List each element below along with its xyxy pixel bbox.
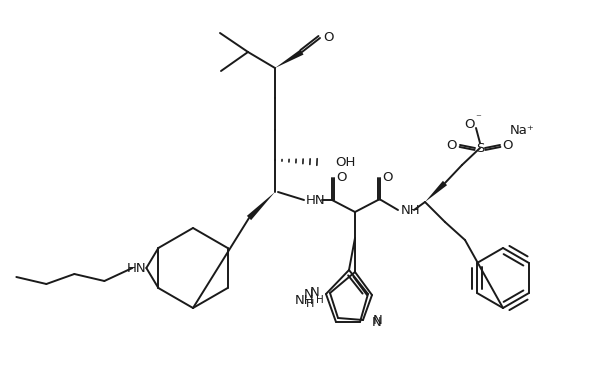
Text: HN: HN xyxy=(306,194,325,207)
Text: O: O xyxy=(465,118,475,131)
Text: OH: OH xyxy=(335,155,355,168)
Text: Na⁺: Na⁺ xyxy=(510,123,534,136)
Text: O: O xyxy=(503,139,513,152)
Polygon shape xyxy=(425,181,447,202)
Polygon shape xyxy=(275,49,304,68)
Text: O: O xyxy=(447,139,458,152)
Text: S: S xyxy=(476,141,484,154)
Text: ⁻: ⁻ xyxy=(475,113,481,123)
Text: H: H xyxy=(305,299,314,309)
Polygon shape xyxy=(247,192,275,220)
Text: N: N xyxy=(372,316,382,329)
Text: O: O xyxy=(337,170,347,183)
Text: O: O xyxy=(324,31,335,44)
Text: NH: NH xyxy=(295,295,314,308)
Text: N: N xyxy=(310,286,320,299)
Text: HN: HN xyxy=(127,262,147,275)
Text: O: O xyxy=(383,170,393,183)
Text: N: N xyxy=(373,314,383,327)
Text: H: H xyxy=(316,295,324,305)
Text: N: N xyxy=(304,288,314,301)
Text: NH: NH xyxy=(401,204,421,217)
